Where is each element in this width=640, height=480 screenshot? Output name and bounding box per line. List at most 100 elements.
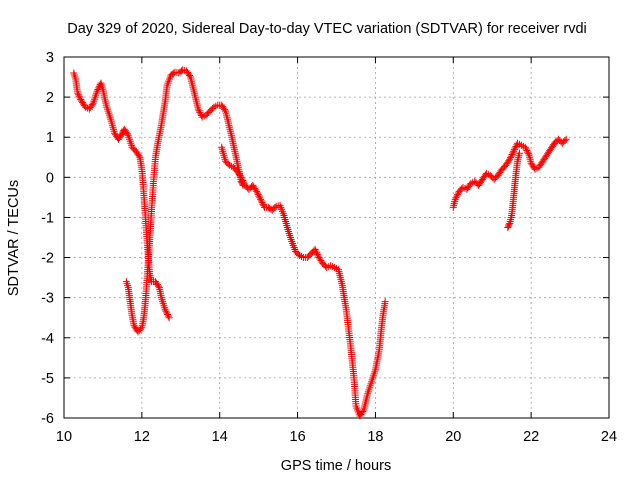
x-tick-labels: 10 12 14 16 18 20 22 24	[56, 429, 617, 445]
grid-lines	[64, 57, 609, 418]
axis-ticks	[63, 56, 610, 419]
data-point	[313, 250, 321, 258]
y-tick-label: -3	[41, 291, 54, 307]
data-point	[164, 312, 172, 320]
series-arc-2	[122, 66, 247, 336]
data-point	[76, 94, 84, 102]
data-point	[271, 204, 279, 212]
data-point	[524, 150, 532, 158]
data-point	[221, 106, 229, 114]
data-point	[515, 149, 523, 157]
data-point	[510, 146, 518, 154]
series-arc-3	[218, 143, 389, 420]
data-point	[238, 175, 246, 183]
data-point	[507, 154, 515, 162]
y-tick-label: -6	[41, 411, 54, 427]
data-point	[561, 137, 569, 145]
x-tick-label: 20	[445, 429, 461, 445]
y-tick-label: 1	[46, 130, 54, 146]
data-point	[77, 96, 85, 104]
data-point	[154, 282, 162, 290]
data-point	[522, 145, 530, 153]
data-point	[74, 91, 82, 99]
data-point	[256, 194, 264, 202]
data-point	[165, 314, 173, 322]
data-point	[512, 142, 520, 150]
data-point	[359, 407, 367, 415]
data-point	[257, 197, 265, 205]
series-arc-1	[70, 69, 173, 322]
data-point	[509, 149, 517, 157]
y-tick-label: -2	[41, 251, 54, 267]
data-point	[530, 164, 538, 172]
x-tick-label: 16	[290, 429, 306, 445]
data-point	[258, 199, 266, 207]
x-tick-label: 22	[523, 429, 539, 445]
data-point	[510, 147, 518, 155]
data-point	[451, 195, 459, 203]
data-point	[453, 192, 461, 200]
data-point	[236, 172, 244, 180]
data-point	[74, 89, 82, 97]
data-point	[505, 221, 513, 229]
data-point	[454, 191, 462, 199]
data-point	[123, 130, 131, 138]
data-point	[311, 246, 319, 254]
data-point	[381, 298, 389, 306]
plot-frame	[63, 56, 610, 419]
data-point	[508, 150, 516, 158]
data-point	[252, 186, 260, 194]
data-point	[524, 148, 532, 156]
data-point	[253, 187, 261, 195]
data-point	[161, 306, 169, 314]
data-point	[194, 105, 202, 113]
data-point	[117, 131, 125, 139]
data-point	[313, 249, 321, 257]
data-point	[507, 152, 515, 160]
data-point	[163, 309, 171, 317]
data-point	[88, 101, 96, 109]
y-tick-label: -4	[41, 331, 54, 347]
data-point	[239, 178, 247, 186]
data-point	[496, 168, 504, 176]
x-tick-label: 24	[601, 429, 617, 445]
data-point	[164, 311, 172, 319]
data-point	[314, 252, 322, 260]
y-tick-label: 3	[46, 50, 54, 66]
data-point	[137, 325, 145, 333]
x-tick-label: 18	[367, 429, 383, 445]
data-point	[523, 146, 531, 154]
x-tick-label: 10	[56, 429, 72, 445]
data-point	[521, 143, 529, 151]
data-point	[239, 177, 247, 185]
y-tick-labels: 3 2 1 0 -1 -2 -3 -4 -5 -6	[41, 50, 54, 427]
data-point	[186, 72, 194, 80]
data-point	[195, 107, 203, 115]
y-tick-label: 2	[46, 90, 54, 106]
data-point	[196, 108, 204, 116]
data-point	[511, 144, 519, 152]
x-tick-label: 12	[134, 429, 150, 445]
data-points	[70, 66, 570, 420]
data-point	[75, 92, 83, 100]
data-point	[197, 110, 205, 118]
data-point	[505, 157, 513, 165]
data-point	[506, 155, 514, 163]
data-point	[93, 87, 101, 95]
y-axis-label: SDTVAR / TECUs	[6, 180, 22, 296]
series-arc-5	[504, 149, 523, 231]
data-point	[237, 173, 245, 181]
data-point	[481, 171, 489, 179]
data-point	[135, 152, 143, 160]
data-point	[562, 135, 570, 143]
x-axis-label: GPS time / hours	[281, 458, 391, 474]
data-point	[253, 189, 261, 197]
data-point	[452, 194, 460, 202]
data-point	[255, 192, 263, 200]
x-tick-label: 14	[212, 429, 228, 445]
y-tick-label: 0	[46, 170, 54, 186]
series-arc-4	[449, 135, 570, 211]
data-point	[259, 200, 267, 208]
y-tick-label: -5	[41, 371, 54, 387]
